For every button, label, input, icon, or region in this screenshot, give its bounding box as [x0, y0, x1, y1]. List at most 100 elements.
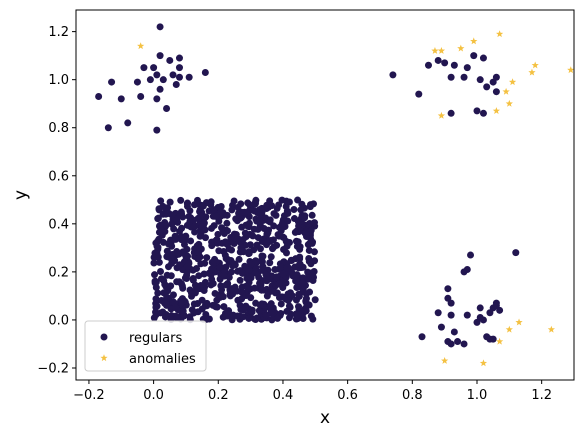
legend-label-regulars: regulars [129, 331, 182, 346]
regular-point [460, 340, 468, 348]
regular-point [178, 282, 186, 290]
regular-point [308, 211, 316, 219]
regular-point [310, 248, 318, 256]
regular-point [153, 71, 161, 79]
legend-marker-anomalies [100, 354, 108, 362]
regular-point [163, 271, 171, 279]
regular-point [236, 276, 244, 284]
regular-point [295, 303, 303, 311]
regular-point [183, 263, 191, 271]
regular-point [450, 328, 458, 336]
regular-point [153, 302, 161, 310]
anomaly-point [508, 78, 517, 86]
regular-point [460, 268, 468, 276]
regular-point [213, 236, 221, 244]
regular-point [304, 241, 312, 249]
regular-point [157, 267, 165, 275]
regular-point [299, 286, 307, 294]
regular-point [299, 279, 307, 287]
regular-point [295, 292, 303, 300]
regular-point [214, 230, 222, 238]
regular-point [194, 200, 202, 208]
regular-point [178, 299, 186, 307]
regular-point [245, 314, 253, 322]
regular-point [201, 226, 209, 234]
y-tick-label: 0.8 [48, 121, 69, 136]
regular-point [199, 202, 207, 210]
regular-point [213, 212, 221, 220]
regular-point [161, 280, 169, 288]
regular-point [441, 59, 449, 67]
regular-point [201, 234, 209, 242]
regular-point [156, 85, 164, 93]
y-axis-ticks: −0.2 0.0 0.2 0.4 0.6 0.8 1.0 1.2 [37, 25, 76, 376]
regular-point [434, 56, 442, 64]
regular-point [200, 219, 208, 227]
regular-point [250, 225, 258, 233]
regular-point [251, 284, 259, 292]
regular-point [450, 61, 458, 69]
regular-point [191, 228, 199, 236]
regular-point [172, 80, 180, 88]
regular-point [201, 68, 209, 76]
regular-point [228, 316, 236, 324]
regular-point [294, 238, 302, 246]
regular-point [275, 280, 283, 288]
regular-point [152, 295, 160, 303]
regular-point [304, 274, 312, 282]
regular-point [467, 251, 475, 259]
y-tick-label: 0.2 [48, 265, 69, 280]
regular-point [305, 221, 313, 229]
regular-point [496, 306, 504, 314]
regular-point [108, 78, 116, 86]
regular-point [486, 309, 494, 317]
regular-point [223, 211, 231, 219]
regular-point [180, 241, 188, 249]
x-tick-label: 0.6 [337, 388, 358, 403]
regular-point [492, 73, 500, 81]
regular-point [476, 76, 484, 84]
regular-point [155, 258, 163, 266]
regular-point [238, 269, 246, 277]
regular-point [470, 52, 478, 60]
regular-point [169, 71, 177, 79]
regular-point [454, 338, 462, 346]
regular-point [479, 54, 487, 62]
anomaly-point [137, 42, 145, 50]
regular-point [253, 314, 261, 322]
anomaly-point [437, 47, 446, 54]
regular-point [239, 313, 247, 321]
regular-point [224, 308, 232, 316]
regular-point [273, 204, 281, 212]
regular-point [277, 263, 285, 271]
regular-point [175, 64, 183, 72]
regular-point [302, 307, 310, 315]
regular-point [237, 305, 245, 313]
regular-point [208, 224, 216, 232]
regular-point [167, 255, 175, 263]
x-tick-label: 1.0 [467, 388, 488, 403]
anomaly-point [505, 99, 513, 107]
regular-point [288, 268, 296, 276]
regular-point [150, 259, 158, 267]
anomaly-point [431, 47, 439, 54]
regular-point [228, 246, 236, 254]
regular-point [104, 124, 112, 132]
regular-point [483, 83, 491, 91]
regular-point [444, 285, 452, 293]
regular-point [226, 286, 234, 294]
regular-point [301, 214, 309, 222]
regular-point [193, 242, 201, 250]
x-tick-label: 0.2 [208, 388, 229, 403]
regular-point [245, 223, 253, 231]
regular-point [170, 225, 178, 233]
regular-point [479, 316, 487, 324]
regular-point [237, 200, 245, 208]
regular-point [463, 311, 471, 319]
regular-point [306, 203, 314, 211]
regular-point [196, 212, 204, 220]
regular-point [175, 250, 183, 258]
regular-point [190, 309, 198, 317]
regular-point [193, 264, 201, 272]
regular-point [168, 211, 176, 219]
